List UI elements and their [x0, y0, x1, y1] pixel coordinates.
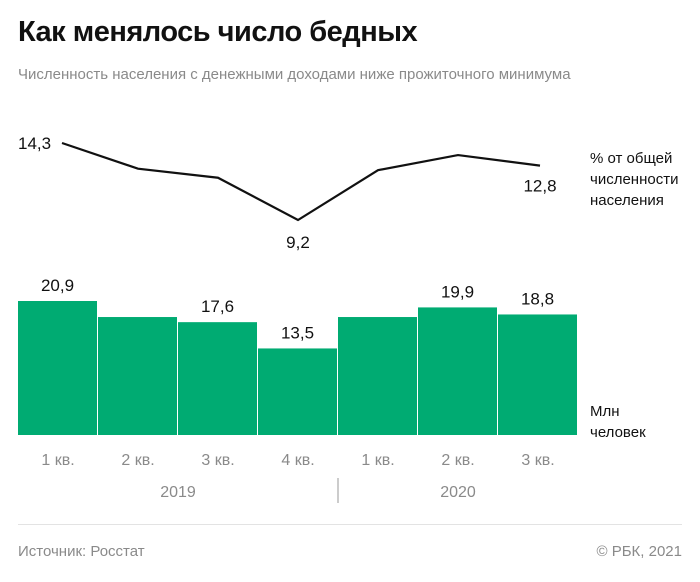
bar-unit-legend: Млн человек	[590, 401, 695, 443]
bar-value-label: 13,5	[281, 323, 314, 342]
line-value-label: 14,3	[18, 134, 51, 153]
x-tick-label: 1 кв.	[41, 452, 74, 469]
line-value-label: 9,2	[286, 233, 310, 252]
x-tick-label: 4 кв.	[281, 452, 314, 469]
bar-unit-legend-line: человек	[590, 424, 646, 441]
line-series	[61, 141, 541, 222]
line-unit-legend: % от общей численности населения	[590, 148, 695, 211]
bar-value-label: 18,8	[521, 289, 554, 308]
chart-subtitle: Численность населения с денежными дохода…	[18, 66, 571, 83]
year-label: 2019	[160, 484, 196, 501]
line-unit-legend-line: численности	[590, 171, 679, 188]
bar-value-label: 19,9	[441, 282, 474, 301]
x-tick-label: 3 кв.	[521, 452, 554, 469]
bar	[18, 301, 97, 435]
chart-title: Как менялось число бедных	[18, 16, 418, 48]
footer-divider	[18, 524, 682, 525]
bar	[418, 307, 497, 435]
year-label: 2020	[440, 484, 476, 501]
bar	[498, 314, 577, 435]
x-tick-label: 2 кв.	[441, 452, 474, 469]
chart-canvas: 20,9 17,6 13,5 19,9 18,8 1 кв. 2 кв. 3 кв. 4 кв.…	[18, 134, 577, 503]
copyright-note: © РБК, 2021	[596, 543, 682, 560]
bar	[98, 317, 177, 435]
line-value-label: 12,8	[523, 177, 556, 196]
bar	[258, 348, 337, 435]
source-note: Источник: Росстат	[18, 543, 145, 560]
bar	[178, 322, 257, 435]
x-tick-label: 1 кв.	[361, 452, 394, 469]
bar	[338, 317, 417, 435]
line-unit-legend-line: населения	[590, 192, 664, 209]
bar-unit-legend-line: Млн	[590, 403, 620, 420]
line-unit-legend-line: % от общей	[590, 150, 673, 167]
x-tick-label: 2 кв.	[121, 452, 154, 469]
bar-value-label: 20,9	[41, 276, 74, 295]
x-tick-label: 3 кв.	[201, 452, 234, 469]
bar-value-label: 17,6	[201, 297, 234, 316]
